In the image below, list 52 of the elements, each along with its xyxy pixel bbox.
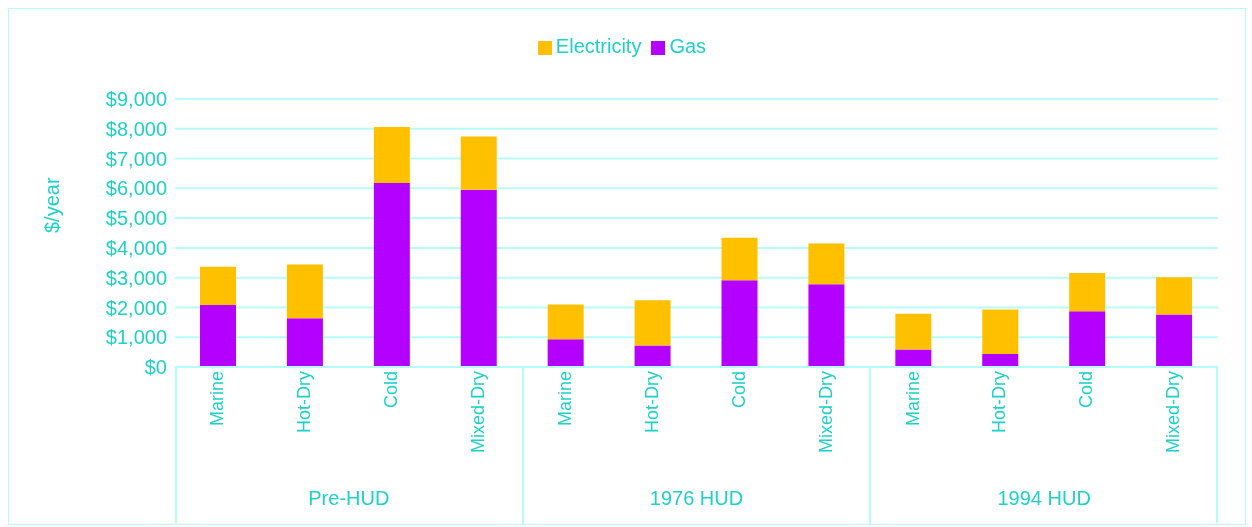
bar — [286, 318, 323, 367]
x-tick-label: Mixed-Dry — [467, 371, 488, 454]
x-tick-label: Hot-Dry — [641, 371, 662, 433]
bar — [547, 339, 584, 367]
bar — [1069, 272, 1106, 312]
x-tick-label: Hot-Dry — [294, 371, 315, 433]
bar — [460, 136, 497, 190]
y-tick-label: $0 — [144, 356, 167, 379]
y-tick-label: $7,000 — [105, 147, 167, 170]
text: 1976 HUD — [648, 487, 745, 510]
x-tick-label: Cold — [381, 371, 402, 409]
y-axis-title: $/year — [41, 177, 64, 233]
y-tick-label: $1,000 — [105, 326, 167, 349]
y-tick-label: $8,000 — [105, 117, 167, 140]
bar — [982, 353, 1019, 367]
x-tick-label: Cold — [1076, 371, 1097, 409]
bar — [200, 305, 236, 367]
bar — [373, 126, 410, 183]
bar — [1069, 311, 1106, 367]
x-tick-label: Mixed-Dry — [1163, 371, 1184, 454]
bar — [634, 345, 671, 367]
bar — [808, 284, 845, 367]
legend-label: Electricity — [555, 35, 642, 57]
y-tick-label: $5,000 — [105, 207, 167, 230]
bar — [895, 313, 932, 350]
bar — [460, 189, 497, 367]
x-tick-label: Hot-Dry — [989, 371, 1010, 433]
bar — [286, 264, 323, 319]
y-tick-label: $6,000 — [105, 177, 167, 200]
bar — [982, 309, 1019, 354]
bar — [634, 300, 671, 346]
text: 1994 HUD — [996, 487, 1092, 510]
legend-label: Gas — [669, 35, 707, 57]
bar — [1156, 314, 1193, 367]
x-tick-label: Marine — [554, 371, 575, 427]
y-tick-label: $4,000 — [105, 236, 167, 259]
x-tick-label: Marine — [902, 371, 923, 427]
bar — [895, 349, 932, 367]
bar — [808, 243, 845, 285]
x-tick-label: Marine — [207, 371, 228, 427]
text: Pre-HUD — [307, 487, 391, 510]
y-tick-label: $2,000 — [105, 296, 167, 319]
bar — [721, 237, 758, 281]
y-tick-label: $3,000 — [105, 266, 167, 289]
y-tick-label: $9,000 — [105, 88, 167, 111]
bar — [373, 182, 410, 367]
bar — [200, 266, 236, 306]
bar — [1156, 277, 1193, 315]
bar — [721, 280, 758, 367]
x-tick-label: Cold — [728, 371, 749, 409]
bar — [547, 304, 584, 340]
x-tick-label: Mixed-Dry — [815, 371, 836, 454]
